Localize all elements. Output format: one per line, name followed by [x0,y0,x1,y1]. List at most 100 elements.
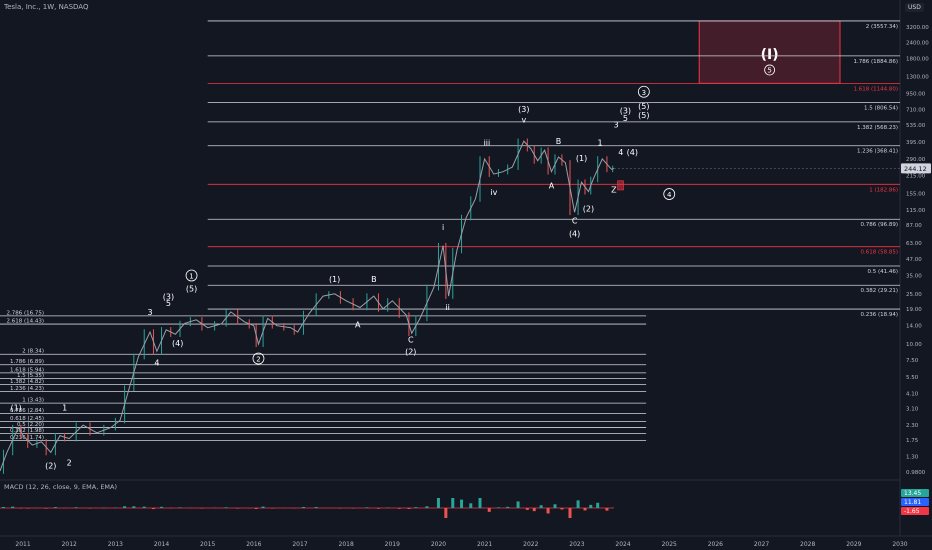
wave-label: Z [611,185,617,194]
macd-histogram-bar [123,506,127,508]
x-tick-label: 2026 [708,541,723,548]
x-tick-label: 2022 [523,541,538,548]
macd-histogram-bar [460,499,464,508]
chart-title: Tesla, Inc., 1W, NASDAQ [4,3,89,11]
macd-histogram-bar [487,508,491,512]
fib-level-label: 0.382 (29.21) [860,288,898,294]
macd-histogram-bar [1,506,5,508]
y-tick-label: 4.10 [906,391,919,397]
fib-level-label: 0.236 (18.94) [860,312,898,318]
y-tick-label: 14.00 [906,324,922,330]
wave-label-circle [252,352,265,365]
fib-left-label: 0.5 (2.20) [17,422,44,428]
wave-label: B [371,275,377,284]
fib-level-label: 2 (3557.34) [866,24,898,30]
currency-label[interactable]: USD [905,3,924,12]
wave-label: (5) [638,102,649,111]
macd-histogram-bar [451,498,455,508]
x-tick-label: 2017 [292,541,307,548]
y-tick-label: 5.50 [906,375,919,381]
fib-level-label: 1.382 (568.23) [857,125,898,131]
y-tick-label: 25.00 [906,292,922,298]
macd-histogram-bar [236,508,240,509]
fib-level-label: 1.618 (1144.80) [853,86,898,92]
fib-level-label: 1 (182.86) [869,187,898,193]
wave-label: 4 [667,191,672,199]
y-tick-label: 2.30 [906,423,919,429]
y-tick-label: 2400.00 [906,41,929,47]
macd-value-badge [901,498,929,506]
macd-histogram-bar [469,503,473,508]
wave-label: A [355,321,361,330]
fib-left-label: 1.382 (4.82) [10,379,44,385]
x-tick-label: 2014 [154,541,169,548]
macd-histogram-bar [74,507,78,508]
y-tick-label: 0.9800 [906,470,926,476]
wave-label: (3) [518,105,529,114]
x-tick-label: 2028 [800,541,815,548]
y-tick-label: 1.30 [906,455,919,461]
x-axis[interactable]: 2011 2012 2013 2014 2015 2016 2017 2018 2019 2020… [15,541,907,548]
wave-label: 1 [189,273,193,281]
y-axis[interactable]: 3200.00 2400.00 1800.00 1300.00 950.00 710.00… [906,25,929,476]
x-tick-label: 2027 [754,541,769,548]
fib-left-label: 0.786 (2.84) [10,408,44,414]
macd-histogram-bar [254,508,258,510]
x-tick-label: 2016 [246,541,261,548]
wave-label: (1) [329,275,340,284]
wave-label: C [572,216,578,225]
macd-histogram-bar [596,502,600,508]
macd-histogram-bar [11,506,15,508]
macd-histogram-bar [589,504,593,508]
macd-histogram-bar [568,508,572,518]
macd-value-text: 11.81 [904,499,921,506]
macd-histogram-bar [26,508,30,509]
x-tick-label: 2012 [62,541,77,548]
wave-label: (1) [576,154,587,163]
current-price-badge [901,163,931,174]
fib-left-label: 2.786 (16.75) [6,310,44,316]
target-box-layer: (I) 5 [698,20,841,84]
wave-label: (2) [45,461,56,470]
wave-label: v [521,116,526,125]
macd-value-text: -1.65 [904,508,920,515]
macd-value-text: 13.45 [904,490,921,497]
fib-level-label: 0.618 (58.85) [860,250,898,256]
wave-label-circle [637,85,650,98]
wave-label: (2) [583,204,594,213]
wave-label: 5 [166,299,171,308]
macd-histogram-bar [576,500,580,508]
wave-label: A [549,181,555,190]
fib-level-label: 0.5 (41.46) [867,269,898,275]
wave-label: ii [445,303,449,312]
macd-histogram-bar [44,508,48,509]
current-price-text: 244.12 [904,165,927,173]
fib-left-label: 1.618 (5.94) [10,367,44,373]
fib-left-label: 0.236 (1.74) [10,435,44,441]
macd-histogram-bar [532,508,536,512]
macd-histogram-bar [583,508,587,511]
y-tick-label: 1300.00 [906,74,929,80]
macd-histogram-bar [496,507,500,508]
macd-histogram-bar [160,506,164,508]
fib-level-label: 0.786 (96.89) [860,222,898,228]
x-tick-label: 2025 [662,541,677,548]
macd-histogram-bar [142,506,146,508]
wave-label: 1 [62,403,67,412]
macd-histogram-bar [314,507,318,508]
wave-label: (5) [638,111,649,120]
wave-label: (2) [405,347,416,356]
target-box-sublabel: 5 [767,66,771,74]
fib-left-label: 1.786 (6.89) [10,359,44,365]
target-box-sublabel-circle [764,64,776,76]
macd-histogram-bar [444,508,448,518]
y-tick-label: 3.10 [906,407,919,413]
y-tick-label: 395.00 [906,140,926,146]
macd-histogram-bar [397,508,401,509]
macd-value-badge [901,489,929,497]
x-tick-label: 2023 [569,541,584,548]
grid [0,0,932,537]
wave-label: iv [490,188,497,197]
